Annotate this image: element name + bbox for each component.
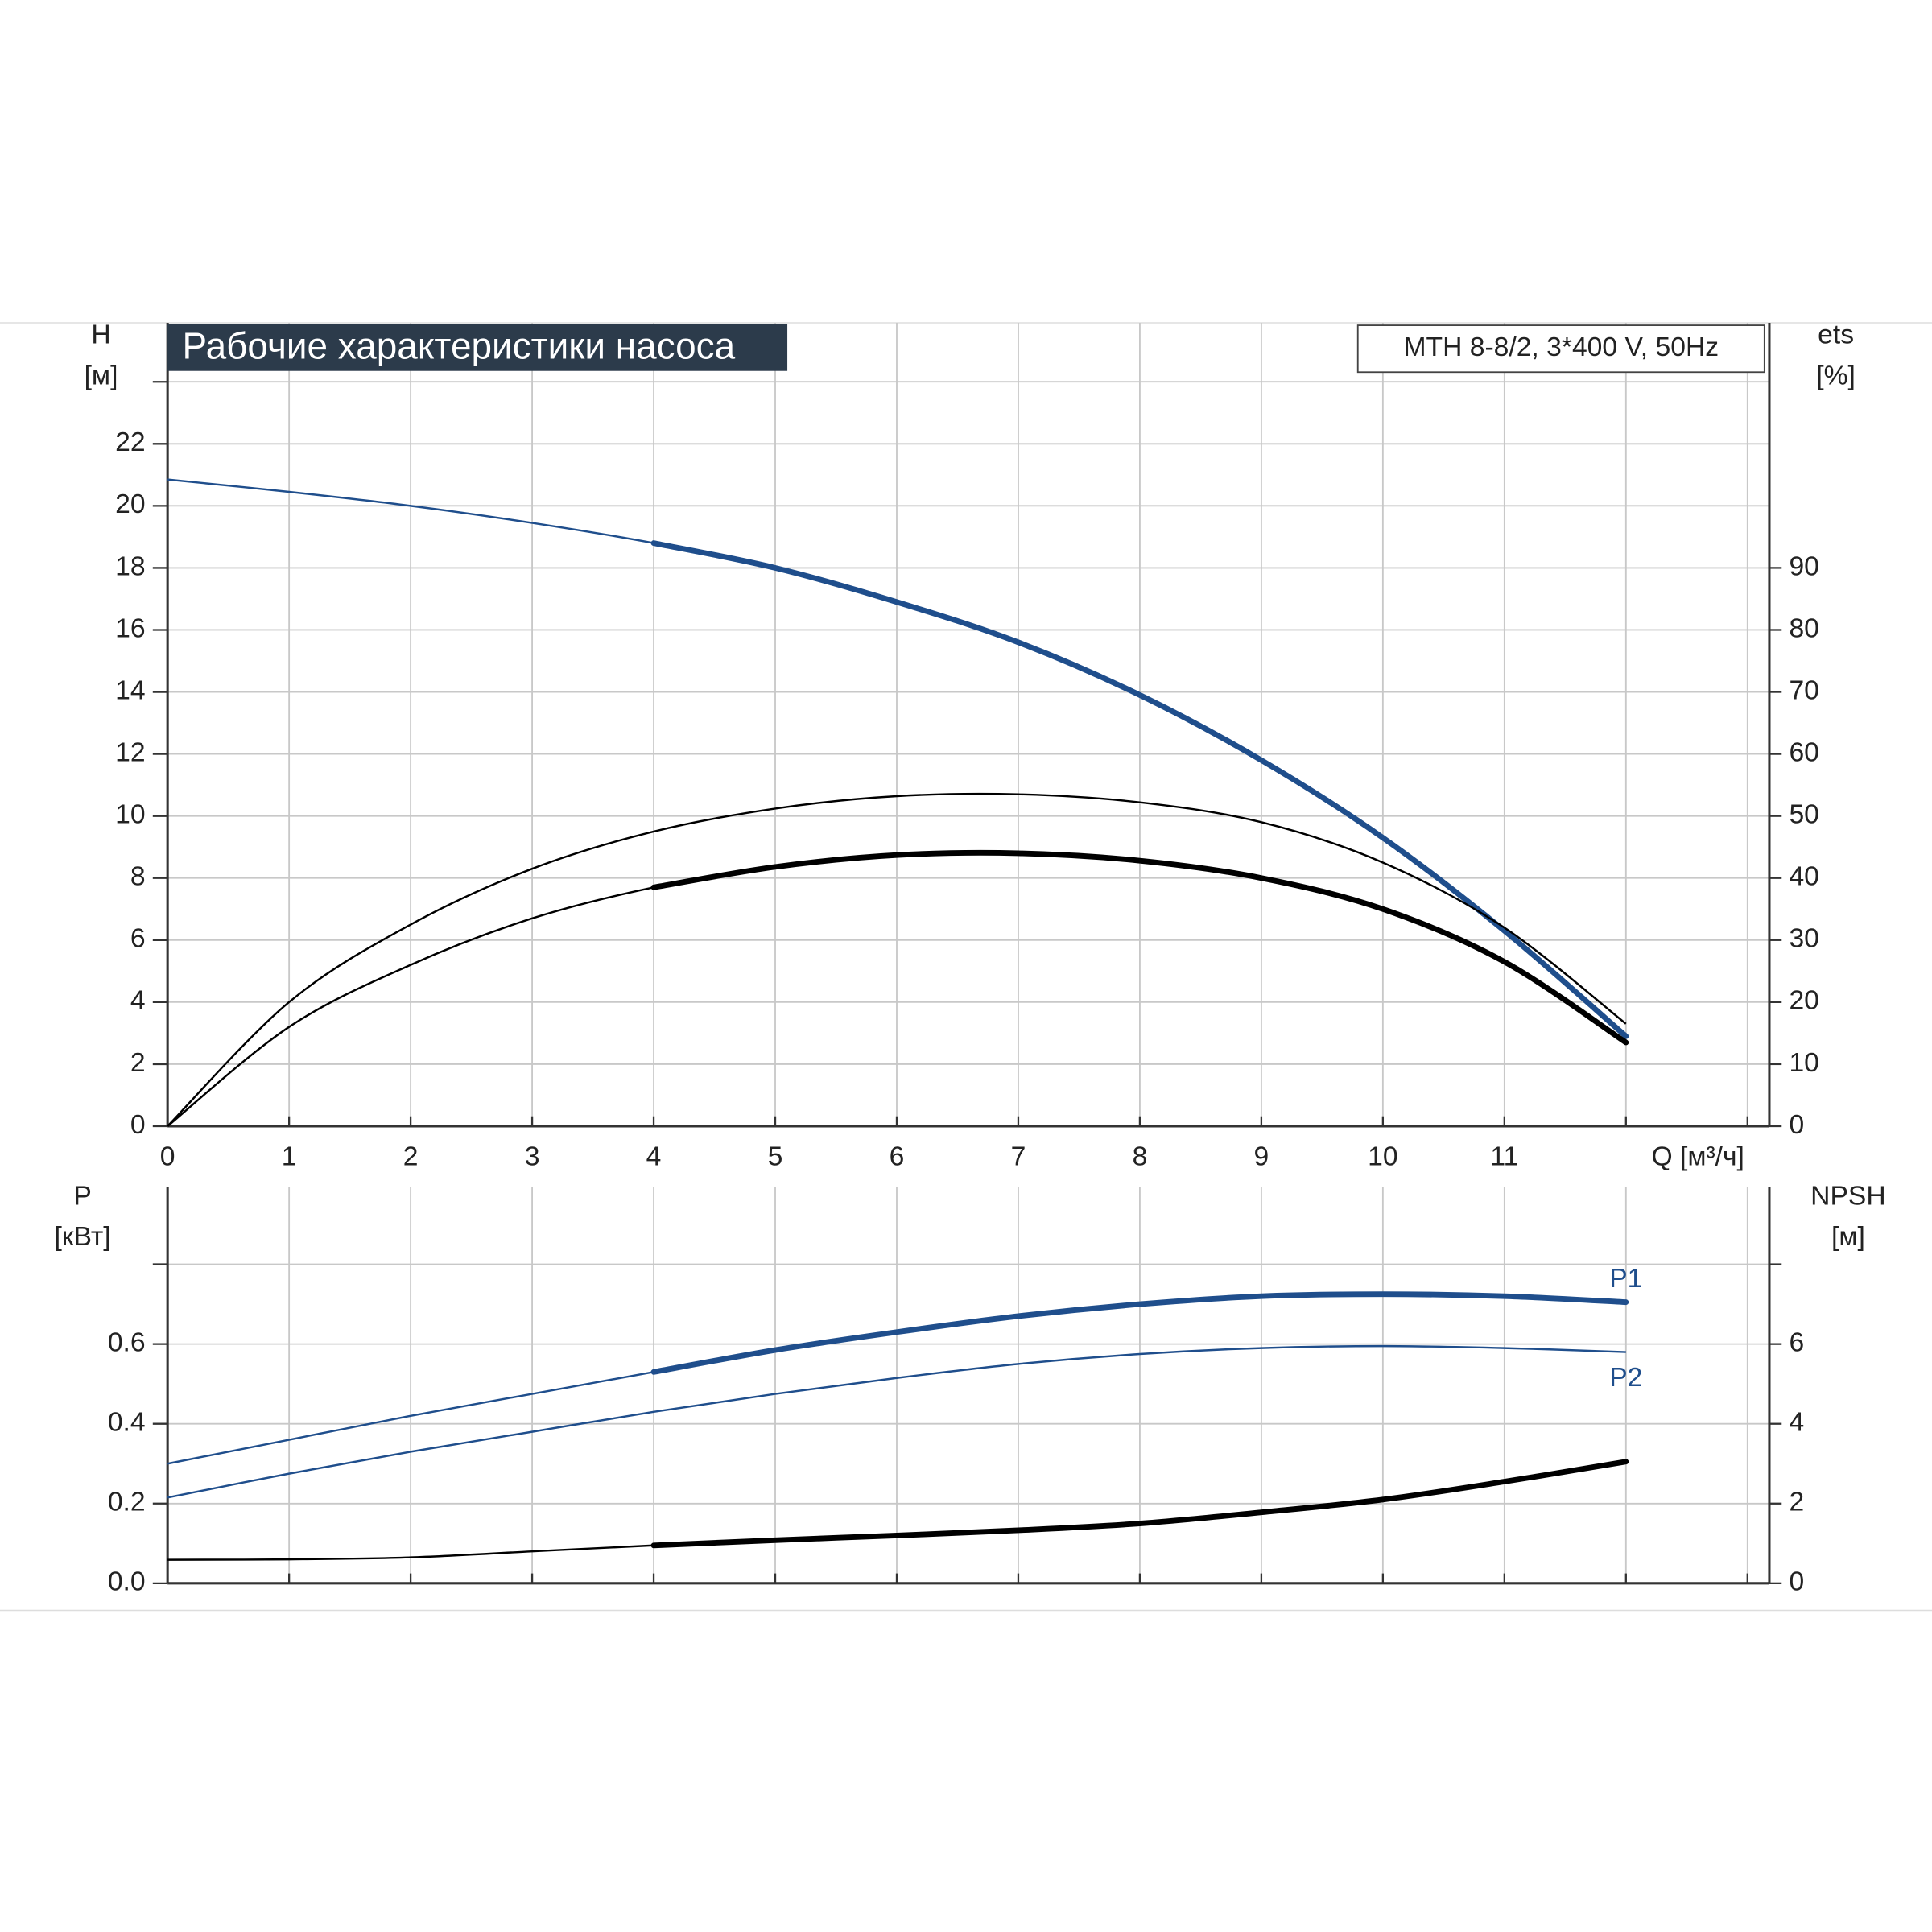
- y2-tick-label: 60: [1789, 737, 1818, 767]
- y2-axis-label: ets: [1818, 320, 1854, 350]
- curve-bold: [650, 1291, 1629, 1375]
- y-tick-label: 0: [130, 1110, 146, 1140]
- y-tick-label: 12: [115, 737, 145, 767]
- curve: [167, 792, 1627, 1127]
- x-axis-label: Q [м³/ч]: [1651, 1142, 1744, 1172]
- y-tick-label: 18: [115, 551, 145, 581]
- y2-tick-label: 0: [1789, 1567, 1804, 1597]
- x-tick-label: 2: [403, 1142, 419, 1172]
- x-tick-label: 5: [768, 1142, 783, 1172]
- x-tick-label: 11: [1490, 1142, 1518, 1172]
- curve: [167, 1344, 1626, 1499]
- chart-title: Рабочие характеристики насоса: [183, 324, 736, 366]
- y2-tick-label: 0: [1789, 1110, 1804, 1140]
- y2-tick-label: 40: [1789, 862, 1818, 892]
- y2-tick-label: 30: [1789, 924, 1818, 954]
- y-tick-label: 0.0: [108, 1567, 146, 1597]
- subtitle-box: [1356, 324, 1765, 374]
- y2-axis-unit: [м]: [1831, 1222, 1865, 1252]
- series-label: P1: [1609, 1264, 1642, 1294]
- y2-axis-label: NPSH: [1810, 1182, 1886, 1212]
- y2-tick-label: 2: [1789, 1488, 1804, 1517]
- y2-tick-label: 4: [1789, 1408, 1804, 1438]
- x-tick-label: 6: [890, 1142, 905, 1172]
- x-tick-label: 4: [646, 1142, 662, 1172]
- title-box: [167, 324, 788, 371]
- x-tick-label: 8: [1133, 1142, 1148, 1172]
- y-axis-label: P: [73, 1182, 91, 1212]
- y-tick-label: 2: [130, 1048, 146, 1078]
- y-tick-label: 20: [115, 489, 145, 519]
- y-tick-label: 0.6: [108, 1328, 146, 1358]
- series-label: P2: [1609, 1363, 1642, 1393]
- y-axis-unit: [м]: [85, 361, 118, 390]
- curve-bold: [650, 1459, 1629, 1549]
- y2-tick-label: 10: [1789, 1048, 1818, 1078]
- y2-tick-label: 80: [1789, 613, 1818, 643]
- y2-tick-label: 90: [1789, 551, 1818, 581]
- x-tick-label: 0: [160, 1142, 175, 1172]
- y2-tick-label: 50: [1789, 800, 1818, 830]
- y2-tick-label: 20: [1789, 986, 1818, 1016]
- y-tick-label: 4: [130, 986, 146, 1016]
- y-axis-unit: [кВт]: [54, 1222, 110, 1252]
- y-tick-label: 10: [115, 800, 145, 830]
- x-tick-label: 3: [525, 1142, 540, 1172]
- y-tick-label: 0.2: [108, 1488, 146, 1517]
- x-tick-label: 10: [1368, 1142, 1397, 1172]
- y-tick-label: 6: [130, 924, 146, 954]
- y2-axis-unit: [%]: [1816, 361, 1856, 390]
- y2-tick-label: 6: [1789, 1328, 1804, 1358]
- curve-bold: [650, 540, 1629, 1039]
- y-tick-label: 16: [115, 613, 145, 643]
- x-tick-label: 7: [1011, 1142, 1026, 1172]
- x-tick-label: 1: [282, 1142, 297, 1172]
- y-tick-label: 0.4: [108, 1408, 146, 1438]
- y-axis-label: H: [91, 320, 110, 350]
- x-tick-label: 9: [1254, 1142, 1269, 1172]
- y-tick-label: 8: [130, 862, 146, 892]
- y-tick-label: 22: [115, 427, 145, 457]
- chart-subtitle: MTH 8-8/2, 3*400 V, 50Hz: [1403, 332, 1719, 362]
- curve-bold: [650, 849, 1629, 1046]
- y-tick-label: 14: [115, 675, 145, 705]
- y2-tick-label: 70: [1789, 675, 1818, 705]
